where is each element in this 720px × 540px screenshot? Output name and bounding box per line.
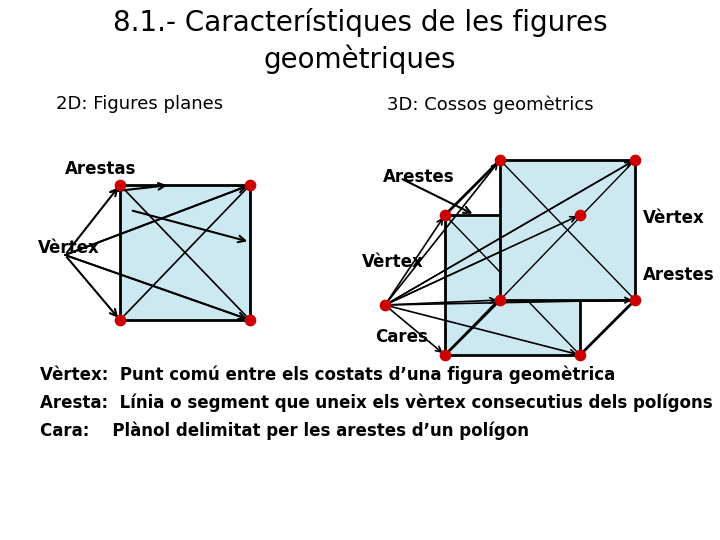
Point <box>114 181 126 190</box>
Text: Arestes: Arestes <box>383 168 454 186</box>
Text: geomètriques: geomètriques <box>264 45 456 75</box>
Polygon shape <box>445 215 580 355</box>
Polygon shape <box>120 185 250 320</box>
Point <box>575 211 586 219</box>
Point <box>629 296 641 305</box>
Point <box>379 301 391 309</box>
Point <box>575 350 586 359</box>
Polygon shape <box>500 160 635 300</box>
Text: Cara:    Plànol delimitat per les arestes d’un polígon: Cara: Plànol delimitat per les arestes d… <box>40 421 529 440</box>
Text: Vèrtex: Vèrtex <box>38 239 100 257</box>
Text: 8.1.- Característiques de les figures: 8.1.- Característiques de les figures <box>113 8 607 37</box>
Text: 2D: Figures planes: 2D: Figures planes <box>56 95 224 113</box>
Point <box>244 316 256 325</box>
Text: Vèrtex: Vèrtex <box>362 253 424 271</box>
Text: Vèrtex: Vèrtex <box>643 209 705 227</box>
Point <box>244 181 256 190</box>
Text: Vèrtex:  Punt comú entre els costats d’una figura geomètrica: Vèrtex: Punt comú entre els costats d’un… <box>40 365 616 383</box>
Text: Aresta:  Línia o segment que uneix els vèrtex consecutius dels polígons: Aresta: Línia o segment que uneix els vè… <box>40 393 713 411</box>
Text: 3D: Cossos geomètrics: 3D: Cossos geomètrics <box>387 95 593 113</box>
Point <box>114 316 126 325</box>
Text: Arestes: Arestes <box>643 266 715 284</box>
Point <box>494 296 505 305</box>
Point <box>629 156 641 164</box>
Text: Cares: Cares <box>375 328 428 346</box>
Point <box>439 211 451 219</box>
Point <box>494 156 505 164</box>
Text: Arestas: Arestas <box>65 160 136 178</box>
Point <box>439 350 451 359</box>
